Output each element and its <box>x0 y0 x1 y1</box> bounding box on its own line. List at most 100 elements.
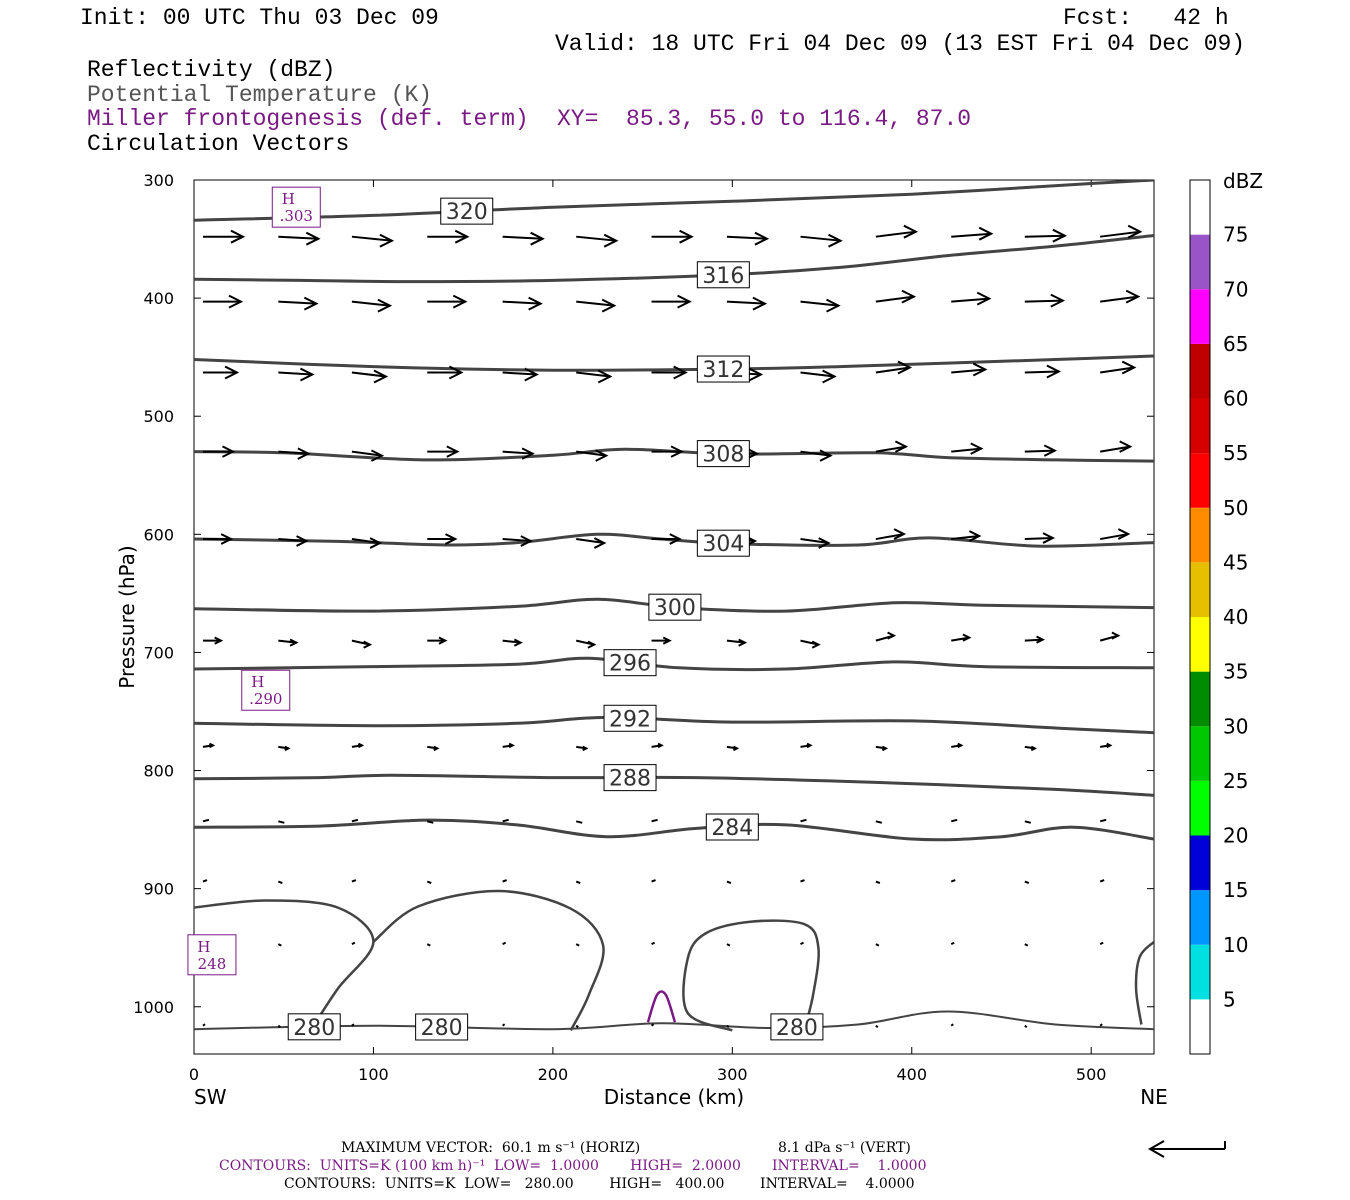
colorbar-level-label: 20 <box>1223 824 1248 848</box>
circulation-vector <box>278 447 311 460</box>
circulation-vector <box>875 880 881 884</box>
circulation-vector <box>1024 228 1068 243</box>
circulation-vector <box>1099 818 1107 823</box>
colorbar-level-label: 30 <box>1223 714 1248 738</box>
circulation-vector <box>576 298 617 313</box>
contour-label: 280 <box>293 1016 335 1041</box>
contour-label: 316 <box>702 264 744 289</box>
colorbar-segment <box>1190 617 1210 672</box>
circulation-vector <box>800 639 821 649</box>
contour-label: 312 <box>702 358 744 383</box>
circulation-vector <box>502 296 543 311</box>
circulation-vector <box>951 442 984 455</box>
circulation-vector <box>951 633 972 642</box>
circulation-vector <box>951 291 992 306</box>
circulation-vector <box>875 745 889 752</box>
colorbar-level-label: 10 <box>1223 933 1248 957</box>
colorbar-level-label: 5 <box>1223 987 1236 1011</box>
circulation-vector <box>351 233 395 248</box>
contour-label-box <box>603 649 657 677</box>
circulation-vector <box>1024 880 1030 884</box>
contour-label-box <box>603 764 657 792</box>
circulation-vector <box>875 1024 879 1028</box>
y-axis-label: Pressure (hPa) <box>115 545 139 688</box>
circulation-vector <box>726 943 731 947</box>
circulation-vector <box>351 879 357 883</box>
field-reflectivity: Reflectivity (dBZ) <box>87 57 336 83</box>
circulation-vector <box>651 533 682 545</box>
circulation-vector <box>1024 943 1029 947</box>
circulation-vector <box>1099 941 1104 946</box>
circulation-vector <box>502 941 507 946</box>
frontogenesis-max-value: .290 <box>249 690 282 708</box>
field-circulation-vectors: Circulation Vectors <box>87 131 350 157</box>
circulation-vector <box>427 294 468 309</box>
theta-contour-280 <box>194 1010 1154 1031</box>
footer-contours-frontogenesis: CONTOURS: UNITS=K (100 km h)⁻¹ LOW= 1.00… <box>219 1158 927 1174</box>
circulation-vector <box>875 820 883 824</box>
field-frontogenesis: Miller frontogenesis (def. term) <box>87 106 529 132</box>
circulation-vector <box>1100 289 1141 304</box>
circulation-vector <box>278 638 299 647</box>
colorbar-segment <box>1190 398 1210 454</box>
circulation-vector <box>502 367 539 382</box>
circulation-vector <box>575 1024 579 1028</box>
circulation-vector <box>202 742 216 749</box>
contour-label: 296 <box>609 652 651 677</box>
circulation-vector <box>202 879 208 883</box>
left-endpoint-label: SW <box>194 1085 227 1109</box>
circulation-vector <box>576 233 619 248</box>
circulation-vector <box>502 818 509 823</box>
circulation-vector <box>951 226 994 241</box>
colorbar-level-label: 70 <box>1223 277 1248 301</box>
x-tick-label: 300 <box>717 1065 748 1084</box>
circulation-vector <box>426 943 431 947</box>
theta-contour-closed <box>682 919 820 1032</box>
circulation-vector <box>277 943 282 947</box>
colorbar-unit: dBZ <box>1223 169 1263 193</box>
circulation-vector <box>502 638 523 647</box>
circulation-vector <box>651 636 672 645</box>
circulation-vector <box>875 631 897 642</box>
circulation-vector <box>202 294 244 309</box>
frontogenesis-max-box <box>241 669 291 711</box>
circulation-vector <box>1100 440 1133 453</box>
circulation-vector <box>1024 635 1046 644</box>
circulation-vector <box>351 298 393 313</box>
circulation-vector <box>875 943 880 947</box>
circulation-vector <box>278 535 309 547</box>
contour-label-box <box>770 1013 824 1041</box>
circulation-vector <box>950 879 956 883</box>
circulation-vector <box>651 294 692 309</box>
circulation-vector <box>426 880 432 884</box>
circulation-vector <box>576 745 589 752</box>
circulation-vector <box>351 537 383 549</box>
colorbar-segment <box>1190 507 1210 563</box>
circulation-vector <box>1024 820 1032 824</box>
circulation-vector <box>351 1023 355 1027</box>
colorbar-level-label: 60 <box>1223 387 1248 411</box>
contour-label: 292 <box>609 707 651 732</box>
contour-label: 284 <box>711 816 753 841</box>
circulation-vector <box>278 745 291 752</box>
circulation-vector <box>202 1023 206 1027</box>
valid-time: Valid: 18 UTC Fri 04 Dec 09 (13 EST Fri … <box>555 31 1246 57</box>
frontogenesis-max-letter: H <box>282 190 295 208</box>
colorbar-segment <box>1190 289 1210 344</box>
theta-contour-closed <box>372 889 605 1031</box>
circulation-vector <box>351 818 359 823</box>
colorbar-segment <box>1190 234 1210 290</box>
x-tick-label: 200 <box>538 1065 569 1084</box>
circulation-vector <box>650 1023 655 1027</box>
colorbar-level-label: 50 <box>1223 496 1248 520</box>
circulation-vector <box>502 879 507 883</box>
forecast-hour: Fcst: 42 h <box>1063 5 1229 31</box>
circulation-vector <box>427 820 434 824</box>
circulation-vector <box>726 296 768 311</box>
circulation-vector <box>951 362 988 377</box>
circulation-vector <box>427 445 460 458</box>
contour-label: 304 <box>702 532 744 557</box>
circulation-vector <box>278 367 315 382</box>
colorbar-segment <box>1190 726 1210 781</box>
